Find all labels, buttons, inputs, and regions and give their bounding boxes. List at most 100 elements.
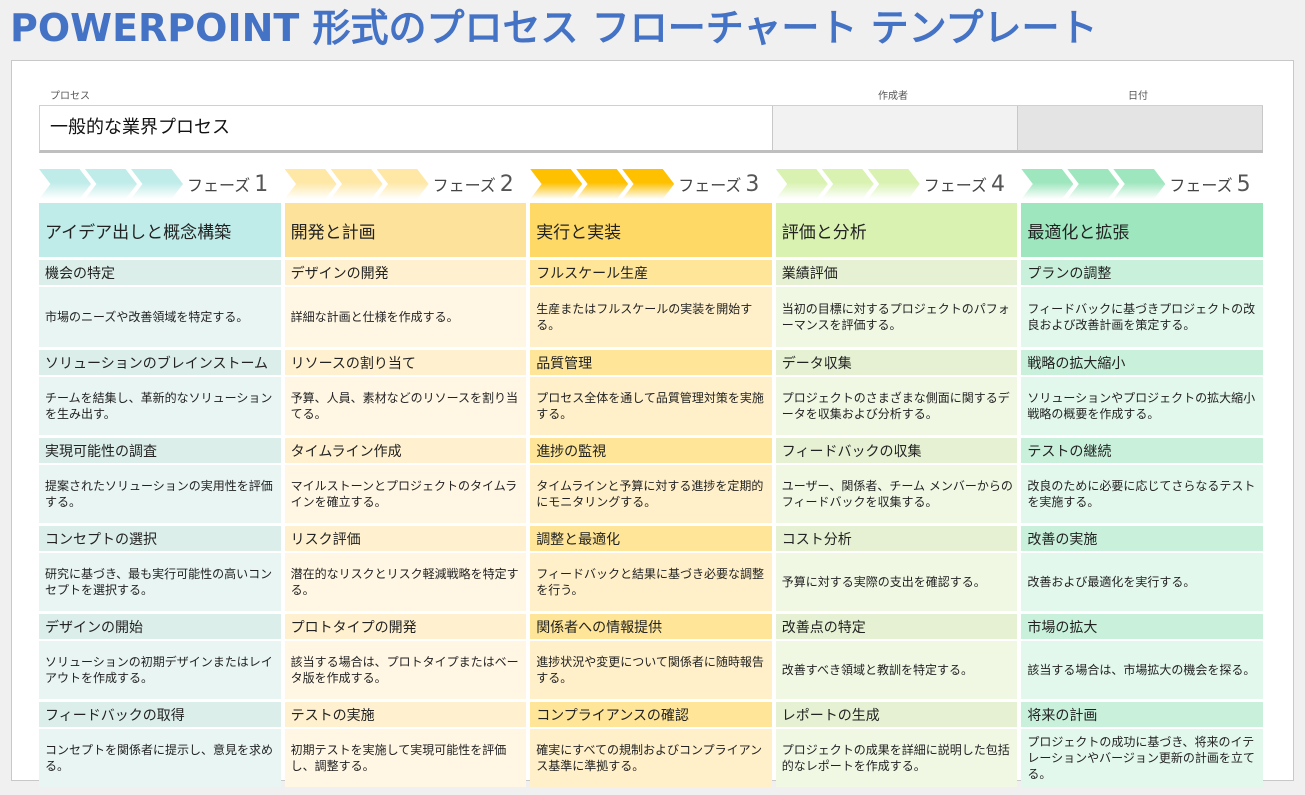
step-name: コンプライアンスの確認 (530, 702, 772, 727)
author-field[interactable] (773, 106, 1019, 150)
step-description: 改善および最適化を実行する。 (1021, 553, 1263, 611)
step-description: 当初の目標に対するプロジェクトのパフォーマンスを評価する。 (775, 287, 1018, 347)
chevron-arrow-icon (1067, 169, 1120, 199)
step-name: 市場の拡大 (1021, 614, 1263, 639)
scrollbar[interactable] (1294, 60, 1305, 781)
phase-title: アイデア出しと概念構築 (39, 203, 281, 257)
step-description: プロジェクトのさまざまな側面に関するデータを収集および分析する。 (775, 377, 1018, 435)
chevron-arrow-icon (821, 169, 874, 199)
step-name: 実現可能性の調査 (39, 438, 281, 463)
step-name: 業績評価 (775, 260, 1018, 285)
step-name: プロトタイプの開発 (284, 614, 527, 639)
step-name: 機会の特定 (39, 260, 281, 285)
step-description: フィードバックに基づきプロジェクトの改良および改善計画を策定する。 (1021, 287, 1263, 347)
phase-column-3: フェーズ 3 実行と実装 フルスケール生産 生産またはフルスケールの実装を開始する。… (530, 167, 772, 787)
step-description: 該当する場合は、プロトタイプまたはベータ版を作成する。 (284, 641, 527, 699)
step-description: 研究に基づき、最も実行可能性の高いコンセプトを選択する。 (39, 553, 281, 611)
author-label: 作成者 (878, 91, 908, 102)
step-description: 該当する場合は、市場拡大の機会を探る。 (1021, 641, 1263, 699)
step-name: フィードバックの取得 (39, 702, 281, 727)
step-name: ソリューションのブレインストーム (39, 350, 281, 375)
step-name: コンセプトの選択 (39, 526, 281, 551)
phase-title: 最適化と拡張 (1021, 203, 1263, 257)
phase-title: 実行と実装 (530, 203, 772, 257)
step-name: 戦略の拡大縮小 (1021, 350, 1263, 375)
step-name: タイムライン作成 (284, 438, 527, 463)
step-description: 改良のために必要に応じてさらなるテストを実施する。 (1021, 465, 1263, 523)
phase-label: フェーズ 5 (1169, 171, 1251, 197)
chevron-arrow-icon (376, 169, 429, 199)
phase-grid: フェーズ 1 アイデア出しと概念構築 機会の特定 市場のニーズや改善領域を特定する。… (39, 167, 1263, 787)
step-description: プロセス全体を通して品質管理対策を実施する。 (530, 377, 772, 435)
step-description: チームを結集し、革新的なソリューションを生み出す。 (39, 377, 281, 435)
phase-header: フェーズ 1 (39, 167, 281, 201)
step-name: デザインの開発 (284, 260, 527, 285)
step-description: 市場のニーズや改善領域を特定する。 (39, 287, 281, 347)
chevron-arrow-icon (867, 169, 920, 199)
phase-header: フェーズ 2 (284, 167, 527, 201)
step-name: 関係者への情報提供 (530, 614, 772, 639)
step-description: 潜在的なリスクとリスク軽減戦略を特定する。 (284, 553, 527, 611)
page-title: POWERPOINT 形式のプロセス フローチャート テンプレート (10, 6, 1098, 50)
phase-column-2: フェーズ 2 開発と計画 デザインの開発 詳細な計画と仕様を作成する。リソースの割り… (284, 167, 527, 787)
phase-header: フェーズ 3 (530, 167, 772, 201)
step-name: 改善点の特定 (775, 614, 1018, 639)
phase-label: フェーズ 3 (678, 171, 760, 197)
step-description: 確実にすべての規制およびコンプライアンス基準に準拠する。 (530, 729, 772, 787)
chevron-arrow-icon (622, 169, 675, 199)
step-description: 初期テストを実施して実現可能性を評価し、調整する。 (284, 729, 527, 787)
step-name: リスク評価 (284, 526, 527, 551)
step-description: ユーザー、関係者、チーム メンバーからのフィードバックを収集する。 (775, 465, 1018, 523)
step-description: 生産またはフルスケールの実装を開始する。 (530, 287, 772, 347)
step-name: 改善の実施 (1021, 526, 1263, 551)
phase-label: フェーズ 2 (432, 171, 514, 197)
chevron-arrow-icon (39, 169, 91, 199)
date-field[interactable] (1018, 106, 1263, 150)
flowchart-sheet: プロセス 作成者 日付 一般的な業界プロセス フェーズ 1 アイデア出しと概念構築… (11, 60, 1294, 787)
process-field[interactable]: 一般的な業界プロセス (40, 106, 774, 150)
chevron-arrow-icon (576, 169, 629, 199)
step-name: テストの実施 (284, 702, 527, 727)
chevron-arrow-icon (1113, 169, 1166, 199)
chevron-arrow-icon (85, 169, 137, 199)
step-name: 品質管理 (530, 350, 772, 375)
step-name: フルスケール生産 (530, 260, 772, 285)
phase-header: フェーズ 5 (1021, 167, 1263, 201)
step-description: 進捗状況や変更について関係者に随時報告する。 (530, 641, 772, 699)
step-description: タイムラインと予算に対する進捗を定期的にモニタリングする。 (530, 465, 772, 523)
step-name: 調整と最適化 (530, 526, 772, 551)
chevron-arrow-icon (775, 169, 828, 199)
step-name: データ収集 (775, 350, 1018, 375)
step-description: コンセプトを関係者に提示し、意見を求める。 (39, 729, 281, 787)
phase-title: 開発と計画 (284, 203, 527, 257)
phase-title: 評価と分析 (775, 203, 1018, 257)
step-name: 進捗の監視 (530, 438, 772, 463)
phase-label: フェーズ 4 (923, 171, 1005, 197)
step-description: プロジェクトの成功に基づき、将来のイテレーションやバージョン更新の計画を立てる。 (1021, 729, 1263, 787)
step-description: 詳細な計画と仕様を作成する。 (284, 287, 527, 347)
step-name: プランの調整 (1021, 260, 1263, 285)
step-description: マイルストーンとプロジェクトのタイムラインを確立する。 (284, 465, 527, 523)
phase-label: フェーズ 1 (187, 171, 269, 197)
step-name: フィードバックの収集 (775, 438, 1018, 463)
step-description: フィードバックと結果に基づき必要な調整を行う。 (530, 553, 772, 611)
phase-header: フェーズ 4 (775, 167, 1018, 201)
chevron-arrow-icon (1021, 169, 1074, 199)
step-name: リソースの割り当て (284, 350, 527, 375)
step-description: ソリューションやプロジェクトの拡大縮小戦略の概要を作成する。 (1021, 377, 1263, 435)
step-description: 提案されたソリューションの実用性を評価する。 (39, 465, 281, 523)
step-name: テストの継続 (1021, 438, 1263, 463)
process-label: プロセス (50, 91, 90, 102)
step-description: ソリューションの初期デザインまたはレイアウトを作成する。 (39, 641, 281, 699)
phase-column-1: フェーズ 1 アイデア出しと概念構築 機会の特定 市場のニーズや改善領域を特定する。… (39, 167, 281, 787)
chevron-arrow-icon (131, 169, 183, 199)
step-description: プロジェクトの成果を詳細に説明した包括的なレポートを作成する。 (775, 729, 1018, 787)
step-name: レポートの生成 (775, 702, 1018, 727)
step-name: 将来の計画 (1021, 702, 1263, 727)
phase-column-4: フェーズ 4 評価と分析 業績評価 当初の目標に対するプロジェクトのパフォーマンスを… (775, 167, 1018, 787)
step-name: デザインの開始 (39, 614, 281, 639)
step-name: コスト分析 (775, 526, 1018, 551)
step-description: 改善すべき領域と教訓を特定する。 (775, 641, 1018, 699)
chevron-arrow-icon (330, 169, 383, 199)
chevron-arrow-icon (284, 169, 337, 199)
